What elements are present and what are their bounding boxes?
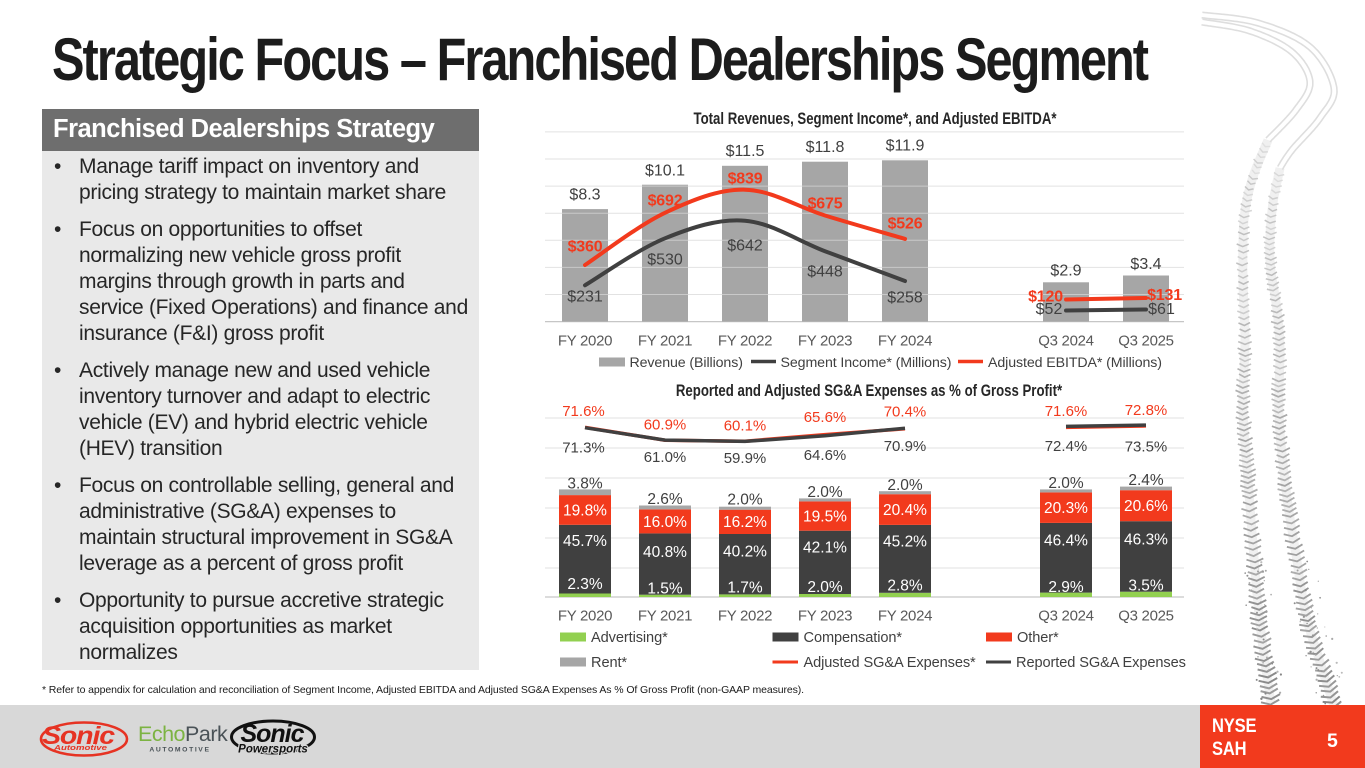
svg-text:19.8%: 19.8% [563,503,607,520]
svg-text:$61: $61 [1148,301,1175,318]
svg-text:Adjusted SG&A Expenses*: Adjusted SG&A Expenses* [804,655,977,671]
svg-text:45.7%: 45.7% [563,533,607,550]
svg-text:16.2%: 16.2% [723,514,767,531]
svg-text:$448: $448 [807,264,843,281]
svg-text:46.3%: 46.3% [1124,532,1168,549]
svg-text:Sonic: Sonic [240,720,304,748]
svg-text:60.9%: 60.9% [644,417,687,434]
svg-text:FY 2024: FY 2024 [878,608,932,625]
svg-text:40.2%: 40.2% [723,544,767,561]
svg-text:$231: $231 [567,289,603,306]
svg-text:2.0%: 2.0% [727,492,763,509]
svg-text:Sonic: Sonic [42,722,115,750]
svg-text:42.1%: 42.1% [803,540,847,557]
svg-text:$11.5: $11.5 [726,143,765,160]
svg-text:$258: $258 [887,290,923,307]
svg-text:2.8%: 2.8% [887,578,923,595]
svg-text:FY 2022: FY 2022 [718,608,772,625]
svg-text:$2.9: $2.9 [1050,263,1081,280]
svg-text:FY 2021: FY 2021 [638,333,692,350]
svg-text:FY 2023: FY 2023 [798,608,852,625]
svg-text:$526: $526 [888,216,923,233]
svg-text:EchoPark: EchoPark [138,722,228,746]
svg-text:Q3 2024: Q3 2024 [1038,333,1093,350]
svg-text:Revenue (Billions): Revenue (Billions) [630,355,743,371]
svg-text:64.6%: 64.6% [804,447,847,464]
svg-text:2.9%: 2.9% [1048,579,1084,596]
svg-text:Total Revenues, Segment Income: Total Revenues, Segment Income*, and Adj… [694,110,1057,129]
svg-text:40.8%: 40.8% [643,544,687,561]
svg-text:72.8%: 72.8% [1125,402,1168,419]
svg-text:$692: $692 [648,193,683,210]
svg-text:Q3 2025: Q3 2025 [1118,333,1173,350]
svg-text:FY 2023: FY 2023 [798,333,852,350]
svg-text:Q3 2024: Q3 2024 [1038,608,1093,625]
svg-text:46.4%: 46.4% [1044,533,1088,550]
svg-text:FY 2024: FY 2024 [878,333,932,350]
svg-text:$3.4: $3.4 [1130,256,1161,273]
svg-text:2.4%: 2.4% [1128,472,1164,489]
svg-text:$530: $530 [647,252,683,269]
svg-text:$120: $120 [1028,289,1063,306]
svg-text:70.4%: 70.4% [884,404,927,421]
svg-text:2.0%: 2.0% [807,579,843,596]
svg-text:Reported SG&A Expenses: Reported SG&A Expenses [1016,655,1186,671]
svg-text:Other*: Other* [1017,630,1059,646]
svg-text:FY 2020: FY 2020 [558,333,612,350]
svg-text:$10.1: $10.1 [645,163,685,180]
svg-text:$642: $642 [727,238,763,255]
svg-text:71.6%: 71.6% [562,403,605,420]
svg-text:Powersports: Powersports [238,744,308,756]
svg-text:71.3%: 71.3% [562,440,605,457]
svg-text:2.3%: 2.3% [567,576,603,593]
svg-text:1.7%: 1.7% [727,580,763,597]
svg-text:Advertising*: Advertising* [591,630,668,646]
svg-text:Rent*: Rent* [591,655,627,671]
svg-text:20.6%: 20.6% [1124,498,1168,515]
svg-text:AUTOMOTIVE: AUTOMOTIVE [149,747,210,754]
svg-text:3.8%: 3.8% [567,476,603,493]
svg-text:1.5%: 1.5% [647,581,683,598]
svg-text:Compensation*: Compensation* [804,630,903,646]
svg-text:65.6%: 65.6% [804,409,847,426]
svg-text:45.2%: 45.2% [883,534,927,551]
svg-text:FY 2022: FY 2022 [718,333,772,350]
svg-text:$8.3: $8.3 [569,187,600,204]
svg-text:16.0%: 16.0% [643,514,687,531]
svg-text:60.1%: 60.1% [724,418,767,435]
svg-text:20.4%: 20.4% [883,502,927,519]
svg-text:2.6%: 2.6% [647,491,683,508]
svg-text:2.0%: 2.0% [1048,475,1084,492]
svg-text:3.5%: 3.5% [1128,578,1164,595]
svg-text:2.0%: 2.0% [887,477,923,494]
svg-text:Automotive: Automotive [53,743,107,752]
svg-text:$52: $52 [1036,301,1063,318]
svg-text:Reported and Adjusted SG&A Exp: Reported and Adjusted SG&A Expenses as %… [676,382,1062,401]
svg-text:Q3 2025: Q3 2025 [1118,608,1173,625]
svg-text:61.0%: 61.0% [644,449,687,466]
svg-text:59.9%: 59.9% [724,450,767,467]
svg-text:$11.8: $11.8 [806,139,845,156]
svg-text:20.3%: 20.3% [1044,500,1088,517]
svg-text:19.5%: 19.5% [803,509,847,526]
svg-text:70.9%: 70.9% [884,438,927,455]
svg-text:72.4%: 72.4% [1045,438,1088,455]
svg-text:$11.9: $11.9 [886,138,925,155]
svg-text:2.0%: 2.0% [807,484,843,501]
svg-text:Adjusted EBITDA* (Millions): Adjusted EBITDA* (Millions) [988,355,1162,371]
svg-text:$360: $360 [568,239,603,256]
svg-text:$675: $675 [808,196,843,213]
svg-text:71.6%: 71.6% [1045,403,1088,420]
svg-text:$131: $131 [1147,287,1182,304]
svg-text:Segment Income* (Millions): Segment Income* (Millions) [781,355,952,371]
svg-text:FY 2021: FY 2021 [638,608,692,625]
svg-text:FY 2020: FY 2020 [558,608,612,625]
svg-text:73.5%: 73.5% [1125,439,1168,456]
svg-text:$839: $839 [728,171,763,188]
